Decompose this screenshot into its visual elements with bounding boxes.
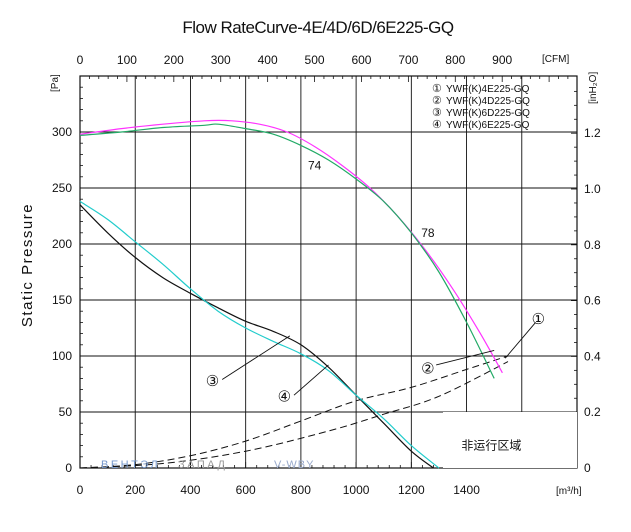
legend-symbol-2: ② bbox=[432, 95, 442, 107]
x-top-tick-label: 300 bbox=[211, 53, 231, 67]
annotation-3: ① bbox=[532, 311, 545, 328]
y-tick-label: 50 bbox=[59, 405, 73, 419]
annotation-7: 非运行区域 bbox=[461, 439, 521, 453]
watermark: ВЕНТЭЛ ЗАПАД V-WBY bbox=[101, 459, 314, 471]
y-right-tick-labels: 0 0.2 0.4 0.6 0.8 1.0 1.2 bbox=[584, 126, 601, 475]
callout-leader-4 bbox=[293, 364, 329, 396]
non-operating-region bbox=[443, 412, 577, 468]
y-right-tick-label: 0.4 bbox=[584, 349, 601, 363]
x-top-tick-label: 700 bbox=[398, 53, 418, 67]
x-top-tick-label: 100 bbox=[117, 53, 137, 67]
legend: ① YWF(K)4E225-GQ ② YWF(K)4D225-GQ ③ YWF(… bbox=[432, 83, 530, 131]
x-tick-label: 1200 bbox=[398, 483, 425, 497]
annotations: 74 78 ① ② ③ ④ 非运行区域 bbox=[206, 159, 545, 453]
y-right-tick-label: 1.0 bbox=[584, 182, 601, 196]
y-right-tick-label: 0.6 bbox=[584, 294, 601, 308]
y-right-tick-label: 1.2 bbox=[584, 126, 601, 140]
callout-leaders bbox=[221, 322, 536, 396]
chart-title: Flow RateCurve-4E/4D/6D/6E225-GQ bbox=[182, 18, 454, 37]
callout-leader-1 bbox=[504, 322, 536, 359]
x-top-tick-label: 600 bbox=[351, 53, 371, 67]
x-tick-label: 1000 bbox=[343, 483, 370, 497]
legend-symbol-3: ③ bbox=[432, 107, 442, 119]
x-top-tick-label: 800 bbox=[445, 53, 465, 67]
watermark-text-2: ЗАПАД bbox=[178, 459, 227, 471]
annotation-2: 78 bbox=[421, 226, 435, 240]
series-line-1 bbox=[79, 119, 503, 374]
x-top-tick-label: 900 bbox=[492, 53, 512, 67]
legend-symbol-4: ④ bbox=[432, 119, 442, 131]
x-top-unit-label: [CFM] bbox=[542, 54, 569, 65]
legend-label-3: YWF(K)6D225-GQ bbox=[446, 108, 530, 119]
y-tick-label: 200 bbox=[52, 237, 72, 251]
y-right-tick-label: 0 bbox=[584, 461, 591, 475]
system-curve-1 bbox=[79, 355, 509, 469]
legend-label-1: YWF(K)4E225-GQ bbox=[446, 84, 530, 95]
x-tick-label: 0 bbox=[77, 483, 84, 497]
y-axis-label: Static Pressure bbox=[19, 203, 36, 327]
x-top-tick-labels: 0 100 200 300 400 500 600 700 800 900 bbox=[77, 53, 513, 67]
y-right-unit-label: [inH₂O] bbox=[588, 72, 599, 104]
callout-leader-3 bbox=[221, 335, 291, 380]
annotation-6: ④ bbox=[278, 388, 291, 405]
annotation-4: ② bbox=[421, 360, 434, 377]
x-unit-label: [m³/h] bbox=[556, 486, 582, 497]
y-unit-label: [Pa] bbox=[50, 74, 61, 92]
x-top-tick-label: 500 bbox=[305, 53, 325, 67]
series-lines bbox=[79, 119, 503, 469]
x-top-tick-label: 200 bbox=[164, 53, 184, 67]
y-right-tick-label: 0.8 bbox=[584, 238, 601, 252]
x-tick-label: 200 bbox=[125, 483, 145, 497]
y-tick-label: 0 bbox=[65, 461, 72, 475]
x-top-tick-label: 400 bbox=[258, 53, 278, 67]
legend-label-2: YWF(K)4D225-GQ bbox=[446, 96, 530, 107]
axis-ticks bbox=[79, 75, 578, 469]
system-curves bbox=[79, 355, 509, 469]
annotation-5: ③ bbox=[206, 373, 219, 390]
callout-leader-2 bbox=[436, 349, 495, 366]
watermark-text-1: ВЕНТЭЛ bbox=[101, 459, 160, 471]
x-top-tick-label: 0 bbox=[77, 53, 84, 67]
y-tick-label: 100 bbox=[52, 349, 72, 363]
series-line-4 bbox=[79, 200, 440, 469]
y-tick-label: 300 bbox=[52, 125, 72, 139]
annotation-1: 74 bbox=[308, 159, 322, 173]
x-tick-labels: 0 200 400 600 800 1000 1200 1400 bbox=[77, 483, 481, 497]
x-tick-label: 400 bbox=[180, 483, 200, 497]
x-tick-label: 1400 bbox=[453, 483, 480, 497]
series-line-3 bbox=[79, 204, 434, 469]
plot-area bbox=[79, 75, 578, 469]
series-line-2 bbox=[79, 123, 495, 379]
x-tick-label: 600 bbox=[236, 483, 256, 497]
legend-label-4: YWF(K)6E225-GQ bbox=[446, 120, 530, 131]
system-curve-2 bbox=[79, 361, 509, 469]
y-right-tick-label: 0.2 bbox=[584, 405, 601, 419]
y-tick-labels: 0 50 100 150 200 250 300 bbox=[52, 125, 72, 475]
watermark-text-3: V-WBY bbox=[274, 459, 314, 471]
x-tick-label: 800 bbox=[291, 483, 311, 497]
y-tick-label: 150 bbox=[52, 293, 72, 307]
y-tick-label: 250 bbox=[52, 181, 72, 195]
legend-symbol-1: ① bbox=[432, 83, 442, 95]
